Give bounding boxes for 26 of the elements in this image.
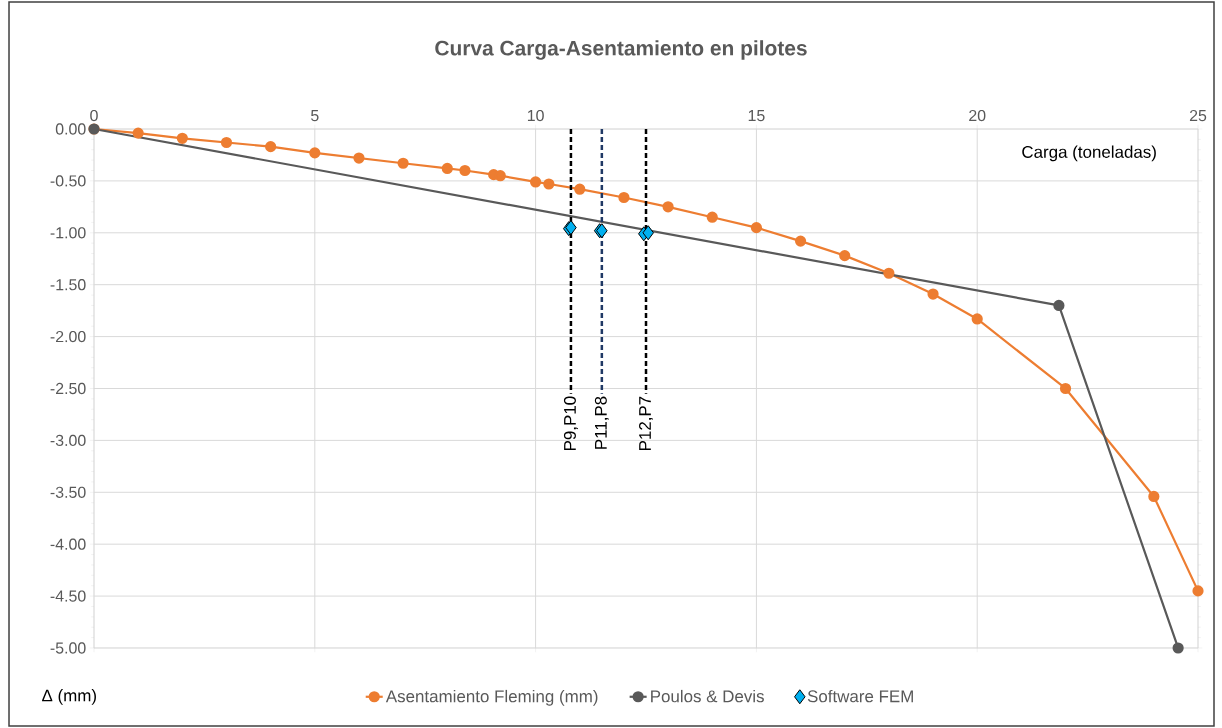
x-axis-title: Carga (toneladas) [1022,145,1156,162]
y-axis-title: Δ (mm) [42,689,96,705]
x-tick-label: 20 [969,109,986,122]
ref-line-label: P11,P8 [594,396,609,449]
y-tick-label: 0.00 [55,123,86,135]
y-tick-label: -3.00 [50,434,86,447]
y-tick-label: -5.00 [50,642,86,654]
y-tick-label: -0.50 [50,175,86,187]
x-tick-label: 25 [1189,109,1207,122]
legend-label: Poulos & Devis [651,689,764,703]
legend-label: Asentamiento Fleming (mm) [385,689,598,706]
y-tick-label: -4.50 [50,590,86,602]
x-tick-label: 10 [527,109,544,122]
y-tick-label: -2.00 [50,330,86,343]
y-tick-label: -1.50 [50,279,86,291]
x-tick-label: 15 [748,110,765,122]
x-tick-label: 0 [90,109,98,122]
legend-label: Software FEM [807,689,913,703]
ref-line-label: P9,P10 [563,396,578,451]
y-tick-label: -1.00 [50,227,86,239]
y-tick-label: -2.50 [50,382,86,395]
y-tick-label: -3.50 [50,486,86,498]
chart-title: Curva Carga-Asentamiento en pilotes [435,40,807,60]
x-tick-label: 5 [311,110,319,122]
ref-line-label: P12,P7 [639,396,654,451]
y-tick-label: -4.00 [50,538,86,550]
